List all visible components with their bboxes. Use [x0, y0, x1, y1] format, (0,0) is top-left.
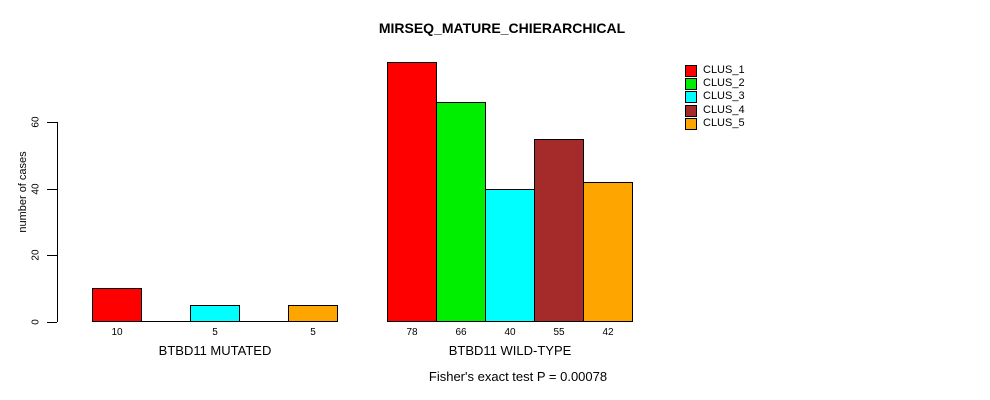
bar-value-label: 66 [455, 327, 467, 338]
legend-swatch-clus_3 [685, 91, 697, 103]
bar-group2-clus_2 [436, 102, 486, 322]
legend-swatch-clus_1 [685, 65, 697, 77]
bar-value-label: 78 [406, 327, 418, 338]
bar-group1-clus_1 [92, 288, 142, 322]
y-axis-line [57, 122, 58, 322]
group-label-btbd11-wild-type: BTBD11 WILD-TYPE [448, 343, 572, 358]
bar-value-label: 5 [310, 327, 316, 338]
legend-label-clus_3: CLUS_3 [703, 90, 745, 102]
y-axis-tick-label: 0 [30, 319, 42, 325]
legend-swatch-clus_2 [685, 78, 697, 90]
legend-label-clus_5: CLUS_5 [703, 117, 745, 129]
y-axis-title: number of cases [17, 151, 29, 233]
bar-value-label: 10 [111, 327, 123, 338]
fisher-test-annotation: Fisher's exact test P = 0.00078 [428, 369, 608, 384]
bar-value-label: 55 [553, 327, 565, 338]
y-axis-tick-label: 60 [30, 116, 42, 128]
y-axis-tick [47, 122, 57, 123]
bar-group1-clus_5 [288, 305, 338, 322]
chart-title: MIRSEQ_MATURE_CHIERARCHICAL [378, 20, 626, 36]
legend-label-clus_2: CLUS_2 [703, 77, 745, 89]
bar-group2-clus_5 [583, 182, 633, 322]
legend-swatch-clus_4 [685, 105, 697, 117]
group-label-btbd11-mutated: BTBD11 MUTATED [158, 343, 272, 358]
y-axis-tick-label: 40 [30, 183, 42, 195]
y-axis-tick-label: 20 [30, 249, 42, 261]
legend-label-clus_1: CLUS_1 [703, 64, 745, 76]
legend-label-clus_4: CLUS_4 [703, 104, 745, 116]
bar-value-label: 40 [504, 327, 516, 338]
bar-group2-clus_4 [534, 139, 584, 322]
y-axis-tick [47, 322, 57, 323]
y-axis-tick [47, 255, 57, 256]
bar-group2-clus_3 [485, 189, 535, 322]
bar-group1-clus_3 [190, 305, 240, 322]
y-axis-tick [47, 189, 57, 190]
bar-value-label: 5 [212, 327, 218, 338]
legend-swatch-clus_5 [685, 118, 697, 130]
bar-value-label: 42 [602, 327, 614, 338]
bar-group2-clus_1 [387, 62, 437, 322]
